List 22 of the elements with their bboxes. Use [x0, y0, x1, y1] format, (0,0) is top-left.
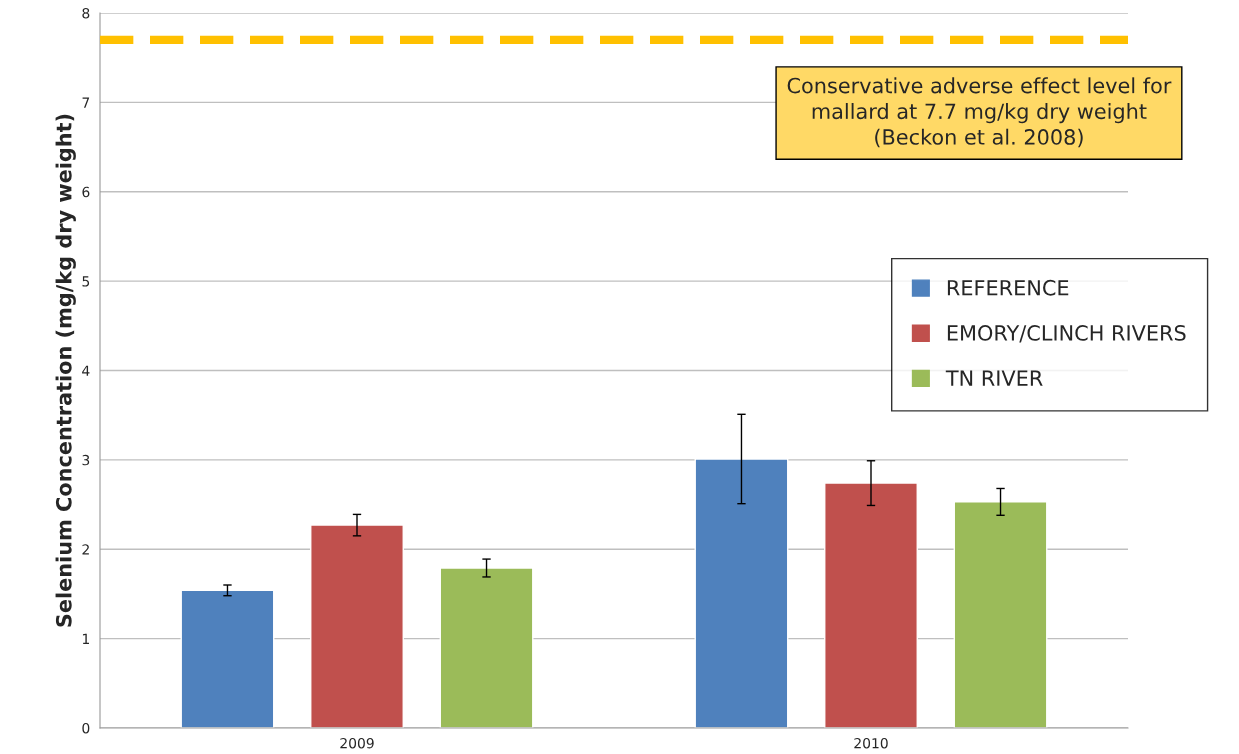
y-tick-label: 2 — [82, 544, 89, 555]
x-tick-label: 2009 — [340, 737, 374, 749]
bar — [694, 458, 789, 728]
y-tick-label: 3 — [82, 454, 90, 466]
y-tick-label: 6 — [82, 186, 90, 198]
legend-label: TN RIVER — [945, 370, 1043, 386]
legend-label: EMORY/CLINCH RIVERS — [947, 325, 1186, 343]
bar — [180, 589, 275, 728]
y-tick-label: 1 — [82, 633, 89, 644]
bar — [439, 567, 534, 728]
y-tick-label: 7 — [82, 97, 90, 108]
x-tick-label: 2010 — [854, 737, 888, 749]
bar — [953, 501, 1048, 728]
legend-label: REFERENCE — [947, 279, 1069, 296]
y-tick-label: 0 — [82, 722, 90, 734]
bar — [824, 482, 918, 728]
y-axis-title: Selenium Concentration (mg/kg dry weight) — [55, 114, 76, 627]
y-tick-label: 8 — [82, 7, 90, 19]
y-tick-label: 5 — [82, 276, 90, 287]
bar — [310, 524, 404, 728]
y-tick-label: 4 — [82, 365, 90, 376]
ref-line-label: Conservative adverse effect level for mallard at 7.7 mg/kg dry weight (Beckon et al. 2008) — [787, 77, 1172, 148]
